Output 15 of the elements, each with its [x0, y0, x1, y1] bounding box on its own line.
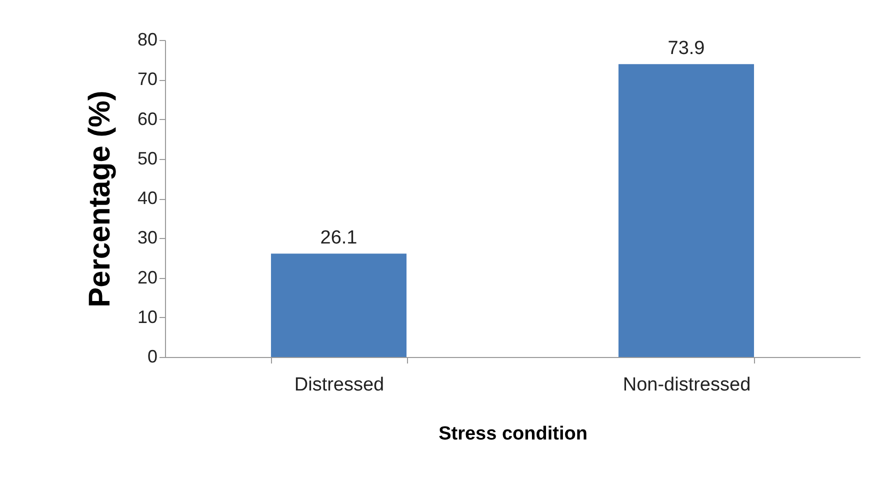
y-tick-label: 30 [137, 228, 158, 248]
y-tick-label: 20 [137, 267, 158, 288]
y-tick-label: 40 [137, 188, 158, 208]
y-axis-title: Percentage (%) [83, 90, 116, 308]
data-label: 26.1 [320, 228, 358, 249]
x-axis-title: Stress condition [438, 424, 588, 444]
data-label: 73.9 [668, 38, 705, 60]
y-tick-label: 60 [137, 108, 158, 129]
x-tick-label: Non-distressed [622, 374, 751, 396]
x-tick-label: Distressed [294, 374, 384, 396]
y-tick-label: 0 [147, 346, 158, 366]
y-tick-label: 10 [137, 306, 158, 327]
y-tick-label: 70 [137, 69, 158, 90]
y-tick-label: 80 [137, 30, 158, 50]
y-tick-label: 50 [137, 148, 158, 168]
